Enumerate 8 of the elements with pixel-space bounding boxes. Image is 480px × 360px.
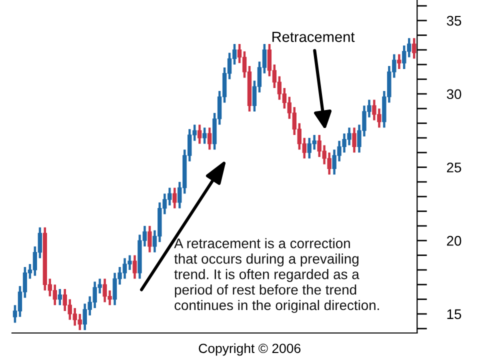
text: Copyright © 2006	[198, 343, 300, 356]
y-tick-label: 15	[447, 309, 462, 320]
annotation: A retracement is a correction that occurs during a prevailing trend. It is often regarded as a period of rest before the trend continues in the original direction.	[174, 238, 379, 313]
y-tick-label: 35	[446, 16, 462, 26]
annotation: Retracement	[272, 32, 355, 42]
y-tick-label: 30	[446, 89, 462, 100]
y-tick-label: 25	[446, 162, 462, 172]
y-tick-label: 20	[446, 236, 462, 246]
